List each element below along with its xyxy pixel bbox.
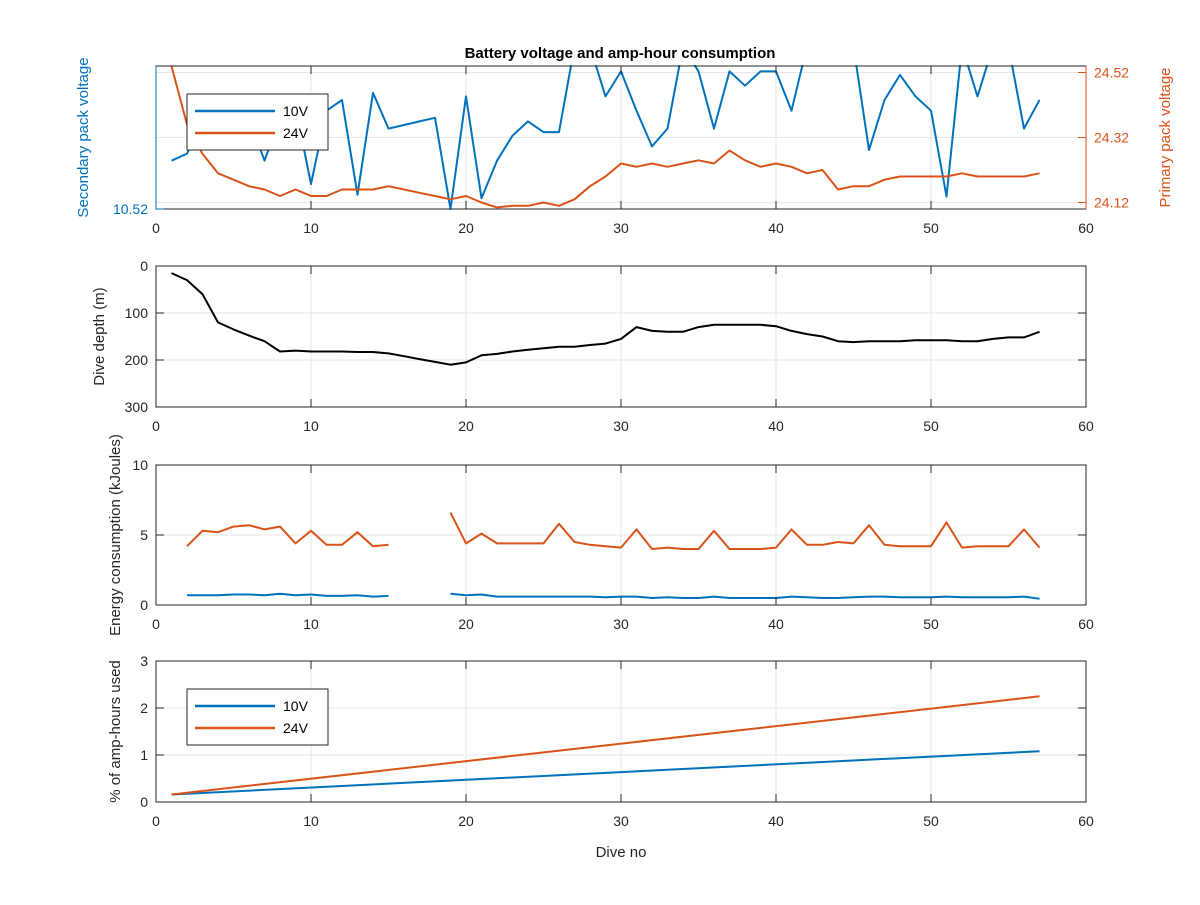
series-line-1 xyxy=(186,512,1041,550)
y-tick-label: 0 xyxy=(140,258,148,274)
panel-3: 0 10 20 30 40 50 60 0 5 10 Energy consumption (kJo… xyxy=(107,434,1094,636)
legend-label-24v: 24V xyxy=(283,720,309,736)
y-tick-label: 100 xyxy=(125,305,149,321)
panel-4: 0 10 20 30 40 50 60 0 1 2 3 % of amp-hours used Dive… xyxy=(107,653,1094,861)
x-tick-label: 0 xyxy=(152,616,160,632)
series-line-1 xyxy=(171,272,1040,366)
x-axis-label: Dive no xyxy=(596,844,647,861)
x-tick-label: 40 xyxy=(768,418,784,434)
y-tick-label: 2 xyxy=(140,700,148,716)
series-line-10v xyxy=(171,65,1041,210)
x-tick-label: 60 xyxy=(1078,220,1094,236)
x-tick-label: 40 xyxy=(768,616,784,632)
y-right-tick-label: 24.52 xyxy=(1094,65,1129,81)
series-line-2 xyxy=(187,592,1040,600)
x-tick-label: 50 xyxy=(923,813,939,829)
panel-1: 0 10 20 30 40 50 60 10.52 24.12 24.32 24.52 Primary… xyxy=(75,57,1174,236)
series-line-10v xyxy=(171,750,1040,796)
legend-label-10v: 10V xyxy=(283,698,309,714)
x-tick-label: 10 xyxy=(303,616,319,632)
y-tick-label: 300 xyxy=(125,399,149,415)
y-tick-label: 200 xyxy=(125,352,149,368)
series-line-24v xyxy=(171,695,1040,796)
x-tick-label: 10 xyxy=(303,220,319,236)
x-tick-label: 30 xyxy=(613,813,629,829)
legend-label-10v: 10V xyxy=(283,103,309,119)
x-tick-label: 10 xyxy=(303,418,319,434)
y-tick-label: 10.52 xyxy=(113,201,148,217)
x-tick-label: 0 xyxy=(152,418,160,434)
x-tick-label: 60 xyxy=(1078,418,1094,434)
x-tick-label: 40 xyxy=(768,813,784,829)
x-tick-label: 20 xyxy=(458,813,474,829)
series-line-24v xyxy=(170,65,1040,209)
x-tick-label: 0 xyxy=(152,813,160,829)
x-tick-label: 60 xyxy=(1078,813,1094,829)
x-tick-label: 60 xyxy=(1078,616,1094,632)
x-tick-label: 50 xyxy=(923,418,939,434)
x-tick-label: 30 xyxy=(613,616,629,632)
y-tick-label: 3 xyxy=(140,653,148,669)
panel-2: 0 10 20 30 40 50 60 0 100 200 300 Dive depth (m) xyxy=(91,258,1094,434)
y-axis-label: % of amp-hours used xyxy=(107,660,124,803)
x-tick-label: 10 xyxy=(303,813,319,829)
y-right-axis-label: Primary pack voltage xyxy=(1157,67,1174,207)
y-tick-label: 0 xyxy=(140,794,148,810)
legend-label-24v: 24V xyxy=(283,125,309,141)
y-axis-label: Dive depth (m) xyxy=(91,287,108,385)
x-tick-label: 20 xyxy=(458,616,474,632)
x-tick-label: 20 xyxy=(458,220,474,236)
x-tick-label: 40 xyxy=(768,220,784,236)
x-tick-label: 30 xyxy=(613,220,629,236)
y-axis-label: Secondary pack voltage xyxy=(75,57,92,217)
legend-box xyxy=(186,688,329,746)
y-tick-label: 0 xyxy=(140,597,148,613)
x-tick-label: 50 xyxy=(923,220,939,236)
legend-box xyxy=(186,93,329,151)
y-tick-label: 1 xyxy=(140,747,148,763)
x-tick-label: 30 xyxy=(613,418,629,434)
x-tick-label: 0 xyxy=(152,220,160,236)
y-right-tick-label: 24.32 xyxy=(1094,130,1129,146)
y-axis-label: Energy consumption (kJoules) xyxy=(107,434,124,636)
y-right-tick-label: 24.12 xyxy=(1094,195,1129,211)
figure-title: Battery voltage and amp-hour consumption xyxy=(465,45,776,62)
x-tick-label: 50 xyxy=(923,616,939,632)
y-tick-label: 10 xyxy=(132,457,148,473)
y-tick-label: 5 xyxy=(140,527,148,543)
x-tick-label: 20 xyxy=(458,418,474,434)
